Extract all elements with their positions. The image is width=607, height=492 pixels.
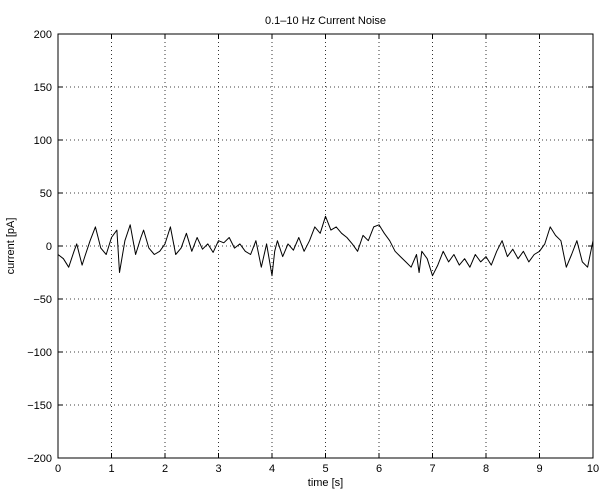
y-tick-label: −200 bbox=[27, 453, 52, 465]
y-axis-label: current [pA] bbox=[5, 218, 17, 275]
x-tick-label: 2 bbox=[162, 463, 168, 475]
x-tick-label: 3 bbox=[215, 463, 221, 475]
x-tick-label: 10 bbox=[587, 463, 599, 475]
y-tick-label: 200 bbox=[34, 29, 52, 41]
y-tick-label: −50 bbox=[33, 294, 52, 306]
x-tick-label: 7 bbox=[429, 463, 435, 475]
axis-ticks bbox=[57, 33, 594, 459]
chart-title: 0.1–10 Hz Current Noise bbox=[265, 15, 386, 27]
x-tick-label: 0 bbox=[55, 463, 61, 475]
x-axis-label: time [s] bbox=[308, 477, 343, 489]
y-tick-label: 100 bbox=[34, 135, 52, 147]
y-tick-label: 0 bbox=[46, 241, 52, 253]
x-tick-label: 1 bbox=[108, 463, 114, 475]
plot-area bbox=[57, 215, 594, 277]
x-tick-label: 4 bbox=[269, 463, 275, 475]
x-tick-label: 9 bbox=[536, 463, 542, 475]
x-tick-label: 8 bbox=[483, 463, 489, 475]
grid-lines bbox=[58, 34, 593, 458]
y-tick-label: −100 bbox=[27, 347, 52, 359]
y-tick-label: −150 bbox=[27, 400, 52, 412]
x-tick-labels: 0 1 2 3 4 5 6 7 8 9 10 bbox=[55, 463, 599, 475]
x-tick-label: 5 bbox=[322, 463, 328, 475]
y-tick-label: 50 bbox=[40, 188, 52, 200]
x-tick-label: 6 bbox=[376, 463, 382, 475]
y-tick-label: 150 bbox=[34, 82, 52, 94]
noise-series-line bbox=[57, 215, 594, 277]
y-tick-labels: −200 −150 −100 −50 0 50 100 150 200 bbox=[27, 29, 52, 465]
